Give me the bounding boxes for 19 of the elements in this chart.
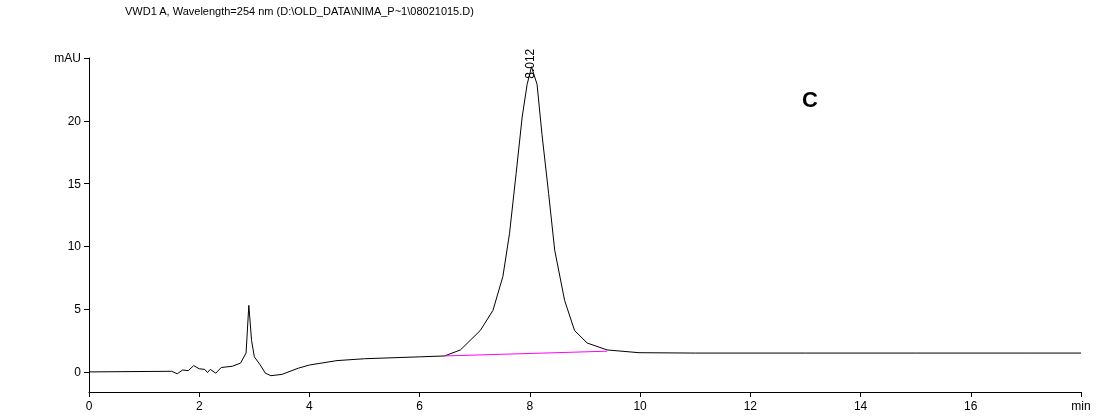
x-tick-label: 16 <box>964 399 978 413</box>
x-tick-label: 8 <box>526 399 534 413</box>
x-tick-label: 10 <box>633 399 648 413</box>
chart-title: VWD1 A, Wavelength=254 nm (D:\OLD_DATA\NIMA_P~1\08021015.D) <box>125 4 474 17</box>
y-tick-label: 20 <box>67 113 82 128</box>
x-tick-label: 2 <box>195 399 203 413</box>
x-tick-label: min <box>1071 399 1091 413</box>
x-tick-label: 0 <box>85 399 93 413</box>
y-tick-label: mAU <box>54 51 81 65</box>
annotation: C <box>802 86 818 112</box>
x-tick-label: 12 <box>743 399 758 413</box>
x-tick-label: 14 <box>853 399 868 413</box>
x-tick-label: 6 <box>416 399 424 413</box>
y-tick-label: 10 <box>67 239 82 254</box>
x-tick-label: 4 <box>306 399 314 413</box>
annotation: 8.012 <box>522 48 537 79</box>
y-tick-label: 0 <box>74 364 82 379</box>
y-tick-label: 5 <box>74 302 82 317</box>
y-tick-label: 15 <box>67 176 82 191</box>
